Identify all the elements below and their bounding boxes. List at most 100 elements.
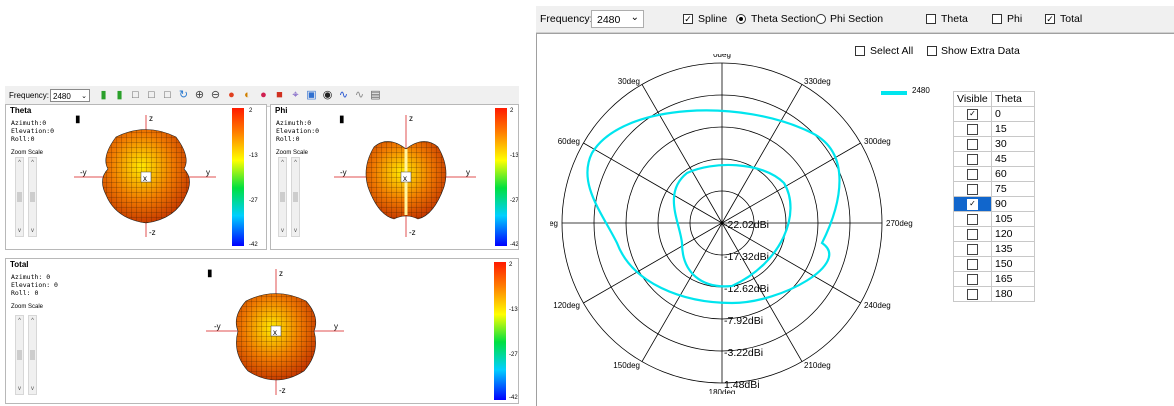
visible-checkbox[interactable] — [967, 123, 978, 135]
visible-checkbox[interactable] — [967, 213, 978, 225]
polar-frequency-combo[interactable]: 2480 ⌄ — [591, 10, 644, 28]
visible-checkbox[interactable] — [967, 288, 978, 300]
visible-cell[interactable] — [953, 241, 992, 257]
left-frequency-combo[interactable]: 2480 ⌄ — [50, 89, 90, 102]
view-side-icon[interactable]: □ — [148, 89, 155, 101]
table-row[interactable]: ✓ 0 — [953, 106, 1035, 122]
visible-cell[interactable]: ✓ — [953, 196, 992, 212]
theta-value-cell: 180 — [991, 286, 1035, 302]
visible-cell[interactable] — [953, 226, 992, 242]
rotate-icon[interactable]: ↻ — [178, 89, 189, 101]
export-icon[interactable]: ▤ — [370, 89, 381, 101]
visible-cell[interactable] — [953, 136, 992, 152]
wave-alt-icon[interactable]: ∿ — [354, 89, 365, 101]
image-icon[interactable]: ▣ — [306, 89, 317, 101]
axes-icon[interactable]: ⌖ — [292, 89, 299, 101]
visible-cell[interactable] — [953, 151, 992, 167]
theta-zoom-slider-1[interactable]: ^ v — [15, 157, 24, 237]
theta-zoom-slider-2[interactable]: ^ v — [28, 157, 37, 237]
table-row[interactable]: 180 — [953, 286, 1035, 302]
colorbar-icon[interactable]: ▮ — [100, 89, 107, 101]
phi-zoom-slider-1[interactable]: ^ v — [278, 157, 287, 237]
table-row[interactable]: 75 — [953, 181, 1035, 197]
visible-checkbox[interactable]: ✓ — [967, 108, 978, 120]
total-negz-label: -z — [279, 386, 286, 395]
spline-checkbox[interactable]: ✓ — [683, 14, 693, 24]
spline-label: Spline — [698, 13, 728, 25]
visible-checkbox[interactable] — [967, 273, 978, 285]
zoom-out-icon[interactable]: ⊖ — [210, 89, 221, 101]
theta-colorbar-tick: 2 — [249, 108, 253, 114]
visible-checkbox[interactable] — [967, 138, 978, 150]
table-row[interactable]: 30 — [953, 136, 1035, 152]
theta-checkbox[interactable] — [926, 14, 936, 24]
record-icon[interactable]: ◉ — [322, 89, 333, 101]
visible-cell[interactable] — [953, 271, 992, 287]
table-row[interactable]: ✓ 90 — [953, 196, 1035, 212]
select-all-checkbox[interactable] — [855, 46, 865, 56]
visible-cell[interactable] — [953, 211, 992, 227]
polar-radial-label: 1.48dBi — [724, 379, 760, 391]
table-row[interactable]: 60 — [953, 166, 1035, 182]
total-zoom-slider-2[interactable]: ^ v — [28, 315, 37, 395]
polar-spoke — [721, 222, 803, 362]
total-colorbar-tick: -27 — [509, 352, 518, 358]
phi-section-radio[interactable] — [816, 14, 826, 24]
phi-colorbar-tick: 2 — [510, 108, 514, 114]
theta-value-cell: 45 — [991, 151, 1035, 167]
view-top-icon[interactable]: □ — [164, 89, 171, 101]
zoom-in-icon[interactable]: ⊕ — [194, 89, 205, 101]
total-zoom-slider-1[interactable]: ^ v — [15, 315, 24, 395]
table-row[interactable]: 165 — [953, 271, 1035, 287]
phi-z-label: z — [409, 114, 413, 123]
visible-cell[interactable] — [953, 121, 992, 137]
phi-checkbox[interactable] — [992, 14, 1002, 24]
table-row[interactable]: 45 — [953, 151, 1035, 167]
visible-checkbox[interactable] — [967, 228, 978, 240]
show-extra-data-checkbox[interactable] — [927, 46, 937, 56]
phi-zoom-slider-2[interactable]: ^ v — [291, 157, 300, 237]
visible-cell[interactable]: ✓ — [953, 106, 992, 122]
cursor-icon: ▮ — [75, 114, 81, 125]
total-3d-view[interactable]: Total Azimuth: 0 Elevation: 0 Roll: 0 Zo… — [5, 258, 519, 404]
visible-cell[interactable] — [953, 166, 992, 182]
table-row[interactable]: 15 — [953, 121, 1035, 137]
half-sphere-icon[interactable]: ◐ — [244, 89, 251, 101]
visible-checkbox[interactable]: ✓ — [967, 198, 978, 210]
theta-value-cell: 90 — [991, 196, 1035, 212]
table-row[interactable]: 135 — [953, 241, 1035, 257]
theta-x-label: x — [143, 174, 147, 183]
theta-section-radio[interactable] — [736, 14, 746, 24]
theta-3d-view[interactable]: Theta Azimuth:0 Elevation:0 Roll:0 Zoom … — [5, 104, 267, 250]
table-row[interactable]: 120 — [953, 226, 1035, 242]
visible-checkbox[interactable] — [967, 243, 978, 255]
theta-checkbox-label: Theta — [941, 13, 968, 25]
table-row[interactable]: 105 — [953, 211, 1035, 227]
colorbar-alt-icon[interactable]: ▮ — [116, 89, 123, 101]
table-row[interactable]: 150 — [953, 256, 1035, 272]
visible-checkbox[interactable] — [967, 168, 978, 180]
total-checkbox[interactable]: ✓ — [1045, 14, 1055, 24]
theta-column-header: Theta — [991, 91, 1035, 107]
select-all-label: Select All — [870, 45, 914, 57]
total-colorbar-tick: 2 — [509, 262, 513, 268]
visible-checkbox[interactable] — [967, 183, 978, 195]
palette-icon[interactable]: ● — [228, 89, 235, 101]
visible-checkbox[interactable] — [967, 153, 978, 165]
visible-checkbox[interactable] — [967, 258, 978, 270]
polar-angle-label: 180deg — [709, 388, 736, 394]
polar-angle-label: 30deg — [618, 77, 640, 86]
polar-radial-label: -22.02dBi — [724, 219, 769, 231]
visible-cell[interactable] — [953, 256, 992, 272]
theta-value-cell: 0 — [991, 106, 1035, 122]
sphere-icon[interactable]: ● — [260, 89, 267, 101]
phi-3d-view[interactable]: Phi Azimuth:0 Elevation:0 Roll:0 Zoom Sc… — [270, 104, 519, 250]
theta-view-title: Theta — [10, 106, 32, 115]
theta-negy-label: -y — [80, 168, 87, 177]
total-zoom-label: Zoom Scale — [11, 304, 44, 310]
visible-cell[interactable] — [953, 181, 992, 197]
view-front-icon[interactable]: □ — [132, 89, 139, 101]
wave-icon[interactable]: ∿ — [338, 89, 349, 101]
visible-cell[interactable] — [953, 286, 992, 302]
box-icon[interactable]: ■ — [276, 89, 283, 101]
